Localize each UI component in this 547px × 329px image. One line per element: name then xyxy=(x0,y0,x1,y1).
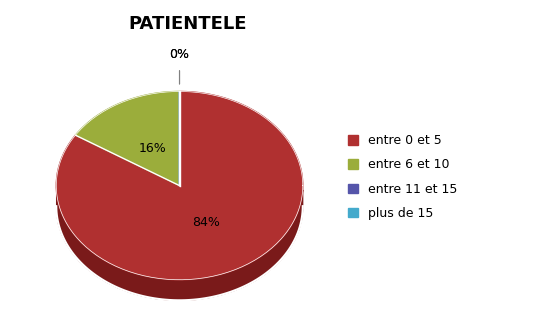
Text: 16%: 16% xyxy=(139,142,167,155)
Polygon shape xyxy=(56,91,302,280)
Legend: entre 0 et 5, entre 6 et 10, entre 11 et 15, plus de 15: entre 0 et 5, entre 6 et 10, entre 11 et… xyxy=(344,129,463,225)
Title: PATIENTELE: PATIENTELE xyxy=(128,15,247,33)
Polygon shape xyxy=(75,91,179,186)
Polygon shape xyxy=(57,190,302,300)
Text: 0%: 0% xyxy=(170,48,189,61)
Text: 84%: 84% xyxy=(193,216,220,229)
Text: 0%: 0% xyxy=(170,48,189,61)
